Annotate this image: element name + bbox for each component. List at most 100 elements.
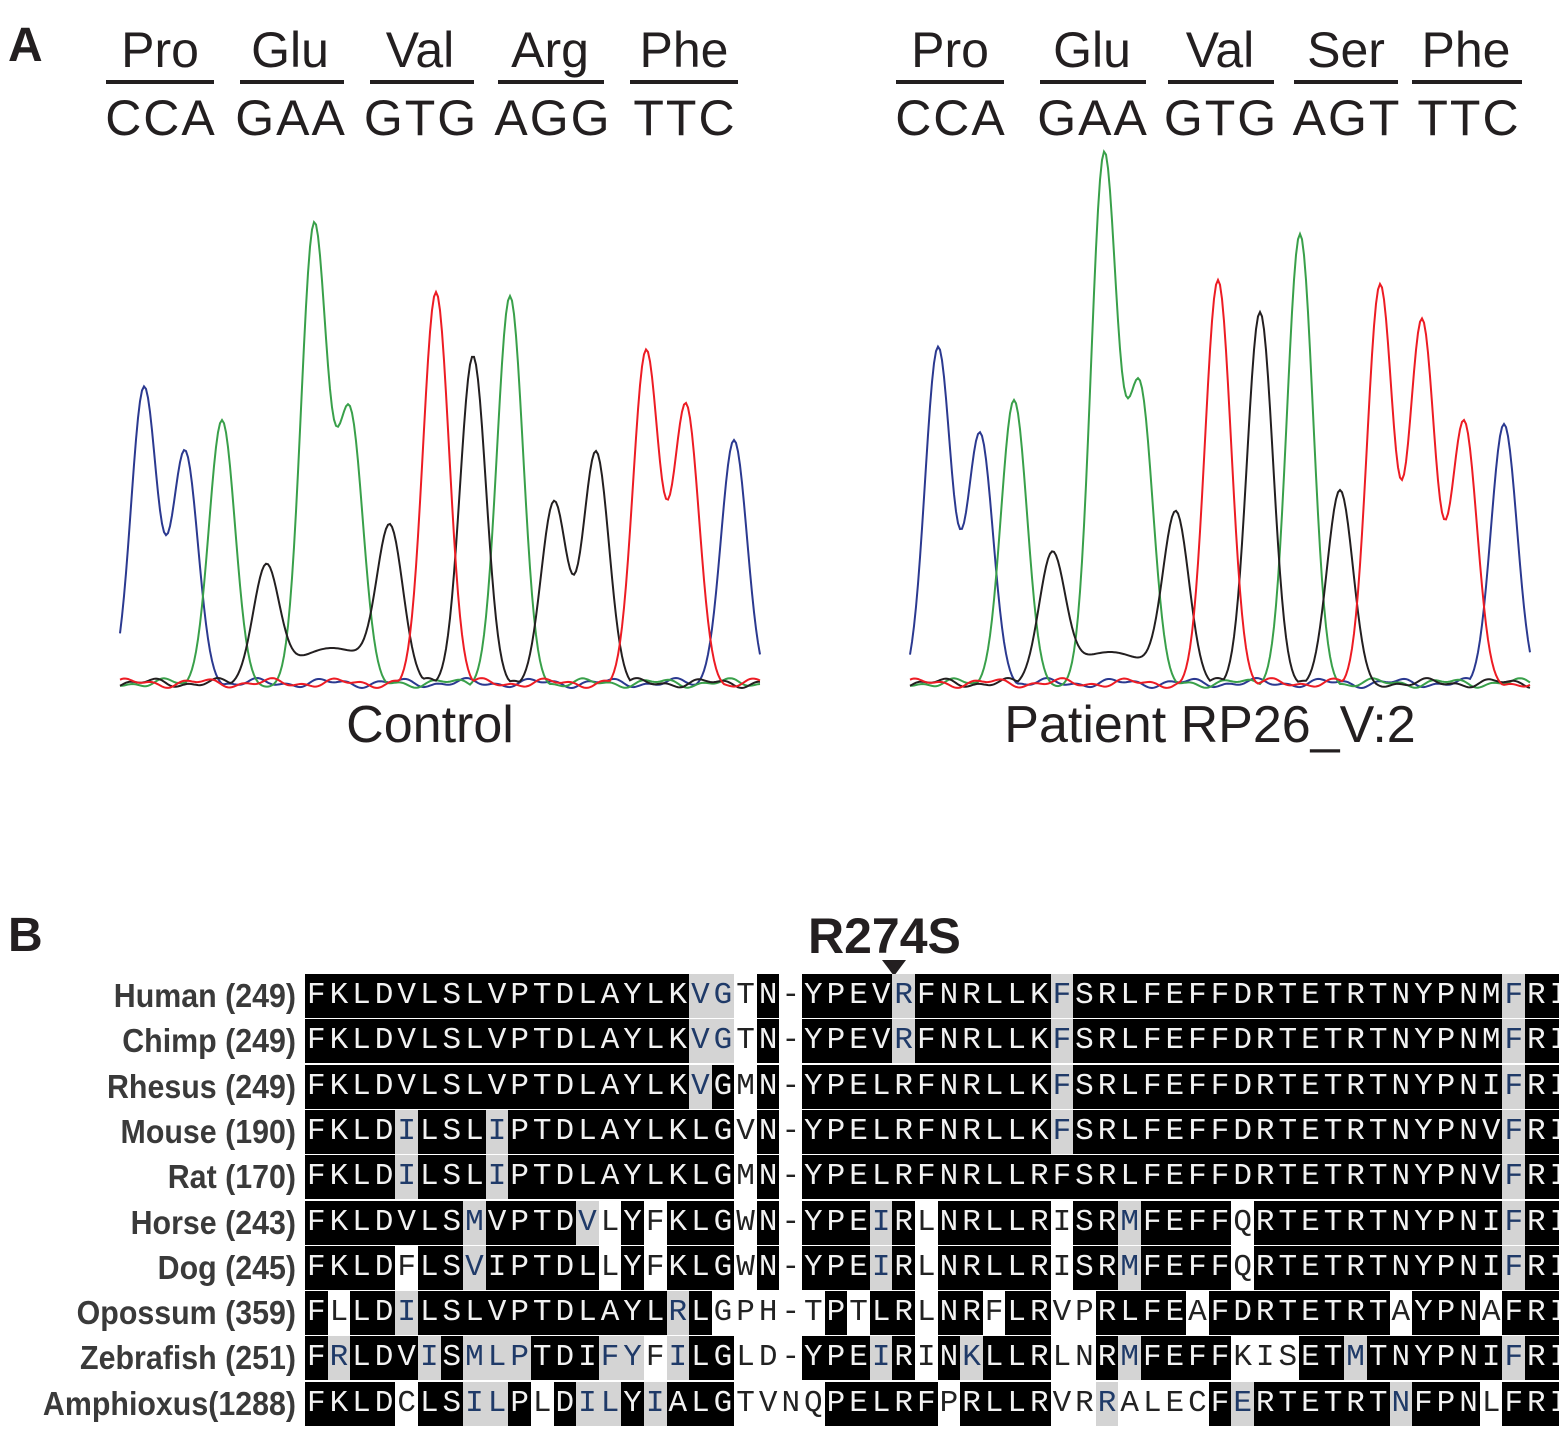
residue: F [305, 1019, 328, 1064]
residue: F [1208, 1109, 1232, 1154]
residue: K [1028, 1019, 1051, 1064]
patient-aa-2: Glu [1053, 22, 1131, 78]
residue: F [643, 1245, 667, 1290]
residue: L [915, 1291, 938, 1336]
residue: - [779, 1245, 803, 1290]
control-underline-4 [498, 80, 604, 84]
residue: E [1163, 1245, 1187, 1290]
residue: Y [802, 1109, 825, 1154]
control-underline-1 [106, 80, 214, 84]
residue: P [824, 1291, 848, 1336]
residue: D [372, 1200, 396, 1245]
residue: S [1276, 1336, 1300, 1381]
residue: L [417, 1109, 441, 1154]
residue: D [553, 1291, 577, 1336]
residue: F [1186, 1109, 1209, 1154]
residue: Y [802, 1200, 825, 1245]
residue: N [1457, 1291, 1480, 1336]
residue: F [1050, 1155, 1074, 1200]
residue: T [802, 1291, 825, 1336]
residue: V [485, 1019, 509, 1064]
residue: I [666, 1336, 690, 1381]
residue: R [892, 1109, 916, 1154]
residue: T [1321, 1291, 1345, 1336]
residue: F [1186, 1155, 1209, 1200]
residue: L [1005, 1064, 1028, 1109]
residue: E [847, 1381, 870, 1426]
residue: L [350, 1381, 373, 1426]
residue: E [1299, 1109, 1322, 1154]
patient-underline-5 [1412, 80, 1522, 84]
residue: R [1253, 1200, 1277, 1245]
residue: I [576, 1381, 599, 1426]
residue: E [1163, 1019, 1187, 1064]
residue: F [1140, 1200, 1164, 1245]
residue: L [350, 1336, 373, 1381]
residue: L [576, 1019, 599, 1064]
residue: F [1186, 1019, 1209, 1064]
residue: D [372, 1381, 396, 1426]
residue: N [937, 1109, 961, 1154]
residue: F [1208, 1381, 1232, 1426]
residue: K [327, 1019, 351, 1064]
residue: D [553, 974, 577, 1018]
residue: L [1479, 1381, 1503, 1426]
residue: K [1028, 1064, 1051, 1109]
residue: P [508, 1291, 531, 1336]
residue: L [576, 1291, 599, 1336]
residue: V [756, 1381, 780, 1426]
residue: D [553, 1336, 577, 1381]
residue: Y [621, 1200, 644, 1245]
residue: P [508, 1019, 531, 1064]
residue: L [463, 1019, 486, 1064]
residue: F [1140, 1336, 1164, 1381]
trace-c [119, 384, 761, 690]
residue: F [1502, 1381, 1526, 1426]
residue: T [1366, 1291, 1390, 1336]
residue: R [1525, 1109, 1548, 1154]
residue: D [553, 1381, 577, 1426]
residue: I [1547, 1200, 1559, 1245]
residue: H [756, 1291, 780, 1336]
residue: T [847, 1291, 870, 1336]
residue: T [1276, 1064, 1300, 1109]
control-codon-4: AGG [494, 90, 612, 146]
residue: L [350, 1064, 373, 1109]
residue: L [982, 1064, 1006, 1109]
residue: N [1389, 1155, 1413, 1200]
residue: N [1457, 974, 1480, 1018]
residue: T [1321, 1245, 1345, 1290]
residue: G [711, 1019, 735, 1064]
residue: P [734, 1291, 757, 1336]
residue: - [779, 1155, 803, 1200]
residue: D [1231, 1064, 1254, 1109]
residue: L [689, 1336, 712, 1381]
residue: E [1299, 974, 1322, 1018]
residue: T [530, 1155, 554, 1200]
residue: Y [802, 1155, 825, 1200]
residue: L [463, 1064, 486, 1109]
residue: R [1028, 1291, 1051, 1336]
residue: E [1163, 1109, 1187, 1154]
residue: N [937, 1245, 961, 1290]
residue: - [779, 1291, 803, 1336]
residue: E [847, 1064, 870, 1109]
residue: M [1344, 1336, 1367, 1381]
residue: Q [802, 1381, 825, 1426]
residue: V [689, 1064, 712, 1109]
residue: Y [1412, 1109, 1435, 1154]
residue: E [1299, 1064, 1322, 1109]
residue: T [530, 1245, 554, 1290]
residue: D [553, 1200, 577, 1245]
residue: L [1118, 1109, 1141, 1154]
trace-c [909, 344, 1531, 690]
residue: A [666, 1381, 690, 1426]
residue: S [440, 974, 464, 1018]
residue: R [1073, 1381, 1096, 1426]
residue: L [1005, 974, 1028, 1018]
residue: R [1253, 1381, 1277, 1426]
